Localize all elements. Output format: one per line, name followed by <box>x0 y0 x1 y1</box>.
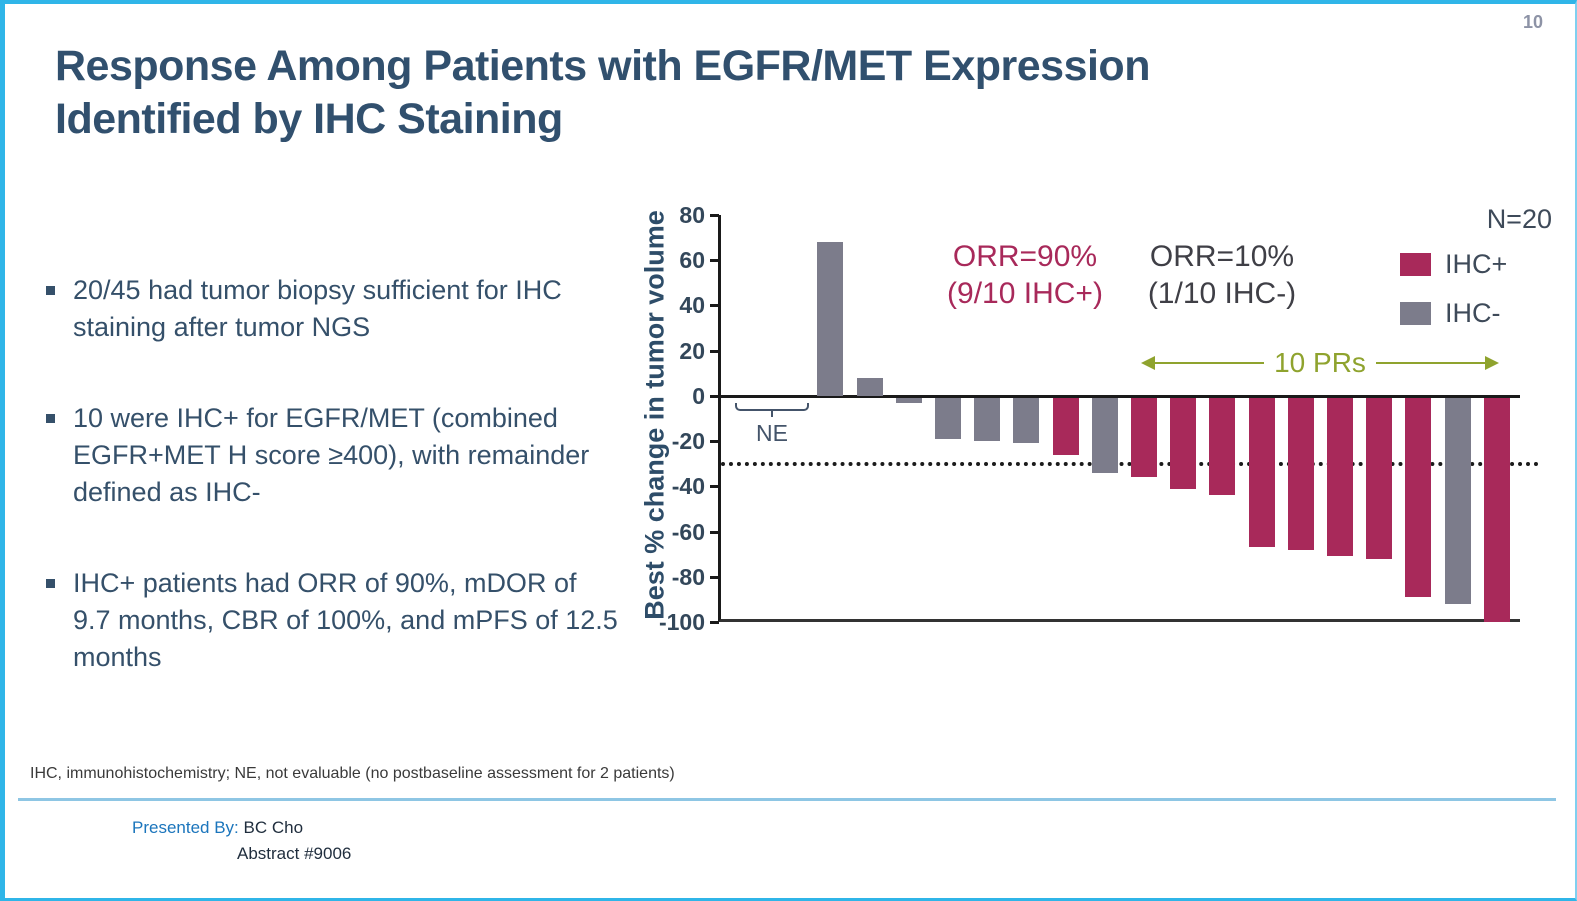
minus-30-reference-line <box>721 461 1539 466</box>
y-tick-mark <box>710 259 719 263</box>
arrow-right-icon <box>1485 356 1500 370</box>
sample-size-label: N=20 <box>1486 204 1552 234</box>
bar-ihc-positive <box>1287 397 1314 550</box>
orr-positive-line2: (9/10 IHC+) <box>947 277 1103 310</box>
bar-ihc-positive <box>1052 397 1079 455</box>
y-tick-mark <box>710 304 719 308</box>
bullet-square-icon <box>46 286 55 295</box>
pr-span-annotation: 10 PRs <box>1141 347 1500 378</box>
list-item: IHC+ patients had ORR of 90%, mDOR of 9.… <box>46 565 621 676</box>
arrow-left-icon <box>1141 356 1155 370</box>
presenter-name: BC Cho <box>243 818 304 837</box>
list-item: 20/45 had tumor biopsy sufficient for IH… <box>46 272 621 346</box>
page-number: 10 <box>1522 12 1543 32</box>
bar-ihc-negative <box>895 397 922 403</box>
bar-ihc-positive <box>1209 397 1236 496</box>
ne-bracket-tick <box>771 410 773 417</box>
bullet-list: 20/45 had tumor biopsy sufficient for IH… <box>46 272 621 730</box>
title-line-2: Identified by IHC Staining <box>55 95 563 143</box>
ihc-negative-swatch-icon <box>1400 302 1431 325</box>
bar-ihc-positive <box>1248 397 1275 548</box>
presented-by-label: Presented By: <box>132 818 239 837</box>
zero-baseline <box>721 394 1520 398</box>
footnote: IHC, immunohistochemistry; NE, not evalu… <box>30 765 675 782</box>
bullet-text: 10 were IHC+ for EGFR/MET (combined EGFR… <box>73 403 590 507</box>
bar-ihc-positive <box>1366 397 1393 559</box>
arrow-right-segment <box>1375 356 1500 370</box>
orr-ihc-negative-annotation: ORR=10% (1/10 IHC-) <box>1124 238 1320 312</box>
y-tick-label: 80 <box>679 202 705 228</box>
legend-label: IHC- <box>1445 298 1501 328</box>
y-tick-label: -100 <box>658 609 705 635</box>
orr-ihc-positive-annotation: ORR=90% (9/10 IHC+) <box>927 238 1123 312</box>
y-tick-mark <box>710 530 719 534</box>
y-tick-label: -40 <box>671 473 705 500</box>
ne-bracket <box>735 402 809 411</box>
footer-divider <box>18 798 1556 801</box>
bullet-square-icon <box>46 579 55 588</box>
y-tick-label: 0 <box>692 382 705 409</box>
presented-by: Presented By: BC Cho <box>132 818 303 838</box>
bar-ihc-positive <box>1483 397 1510 622</box>
arrow-left-segment <box>1141 356 1265 370</box>
title-line-1: Response Among Patients with EGFR/MET Ex… <box>55 42 1150 90</box>
ihc-positive-swatch-icon <box>1400 253 1431 276</box>
bar-ihc-negative <box>856 377 883 396</box>
orr-negative-line2: (1/10 IHC-) <box>1147 277 1297 310</box>
bar-ihc-negative <box>1444 397 1471 604</box>
y-tick-mark <box>710 214 719 217</box>
bar-ihc-positive <box>1327 397 1353 557</box>
y-tick-mark <box>710 621 719 624</box>
ne-label: NE <box>756 419 788 446</box>
bar-ihc-negative <box>935 397 961 439</box>
bullet-text: 20/45 had tumor biopsy sufficient for IH… <box>73 275 562 342</box>
bar-ihc-positive <box>1405 397 1432 598</box>
y-tick-label: -80 <box>671 563 705 590</box>
y-tick-label: 20 <box>679 337 705 364</box>
chart-legend: N=20 IHC+ IHC- <box>1400 204 1560 347</box>
bar-ihc-negative <box>817 242 844 396</box>
page-title: Response Among Patients with EGFR/MET Ex… <box>55 40 1395 146</box>
legend-label: IHC+ <box>1445 249 1508 279</box>
list-item: 10 were IHC+ for EGFR/MET (combined EGFR… <box>46 400 621 511</box>
bullet-square-icon <box>46 414 55 423</box>
y-tick-label: -20 <box>671 428 705 455</box>
abstract-number: Abstract #9006 <box>237 844 352 863</box>
orr-negative-line1: ORR=10% <box>1149 240 1295 273</box>
bar-ihc-negative <box>1091 397 1118 473</box>
legend-item-ihc-negative: IHC- <box>1400 298 1560 329</box>
y-tick-mark <box>710 575 719 579</box>
bar-ihc-positive <box>1170 397 1197 489</box>
pr-count-label: 10 PRs <box>1274 347 1366 378</box>
y-tick-mark <box>710 349 719 353</box>
y-tick-mark <box>710 440 719 444</box>
legend-item-ihc-positive: IHC+ <box>1400 249 1560 280</box>
y-tick-mark <box>710 394 719 398</box>
waterfall-chart: 80 60 40 20 0 -20 -40 -60 -80 -100 NE <box>659 202 1539 635</box>
bar-ihc-negative <box>1013 397 1040 444</box>
y-tick-mark <box>710 485 719 489</box>
y-tick-label: 60 <box>679 247 705 274</box>
y-tick-label: 40 <box>679 292 705 319</box>
bullet-text: IHC+ patients had ORR of 90%, mDOR of 9.… <box>73 568 618 672</box>
y-tick-label: -60 <box>671 518 705 545</box>
bar-ihc-negative <box>974 397 1001 442</box>
orr-positive-line1: ORR=90% <box>952 240 1098 273</box>
bar-ihc-positive <box>1131 397 1157 478</box>
